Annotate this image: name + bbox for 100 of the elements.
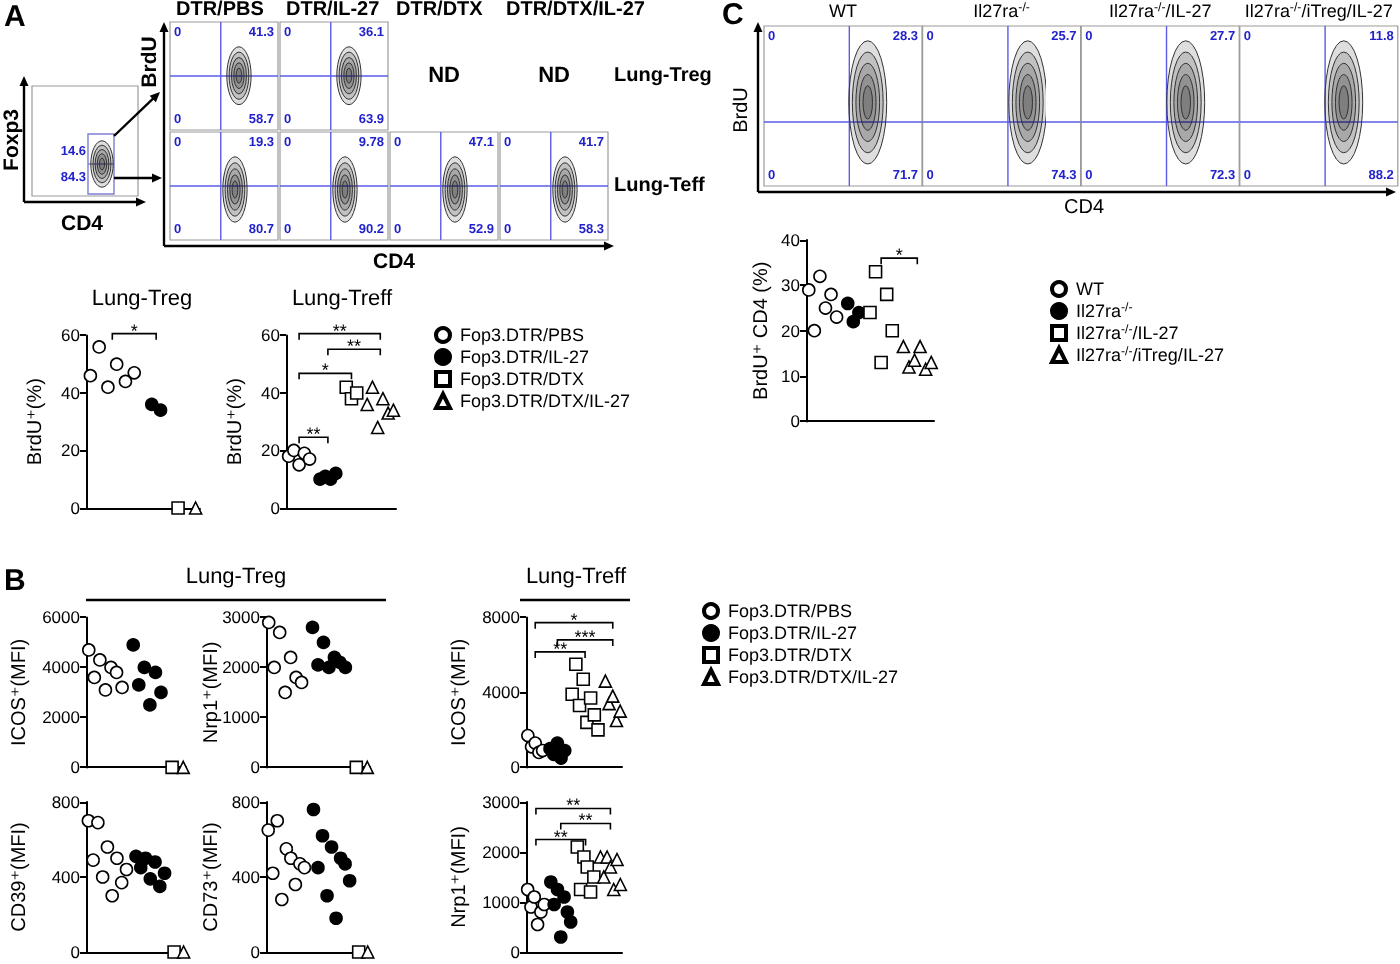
point <box>342 873 357 888</box>
y-axis-title: CD39⁺(MFI) <box>9 822 31 932</box>
point <box>93 653 107 667</box>
y-tick-label: 0 <box>510 942 521 962</box>
point <box>188 501 203 515</box>
text: Foxp3 <box>0 108 24 171</box>
point <box>131 678 146 692</box>
point <box>284 851 298 866</box>
point <box>157 866 172 881</box>
point <box>598 674 613 688</box>
point <box>118 374 133 389</box>
point <box>349 386 364 400</box>
point <box>110 851 124 866</box>
annotation: ** <box>553 826 569 847</box>
annotation: * <box>570 609 579 630</box>
point <box>879 287 894 302</box>
y-tick-label: 0 <box>70 498 81 518</box>
category-label: DTR/PBS <box>176 0 265 21</box>
point <box>563 915 578 929</box>
point <box>587 870 601 884</box>
point <box>109 665 124 680</box>
y-tick-label: 60 <box>61 325 81 346</box>
y-tick-label: 6000 <box>42 607 81 628</box>
y-axis-title: Nrp1⁺(MFI) <box>201 641 223 744</box>
annotation: * <box>321 360 330 381</box>
point <box>265 866 280 881</box>
point <box>153 879 167 894</box>
y-tick-label: 400 <box>231 867 261 887</box>
y-tick-label: 0 <box>790 411 801 432</box>
point <box>360 760 375 775</box>
point <box>813 269 827 284</box>
point <box>109 357 124 371</box>
point <box>176 760 191 775</box>
point <box>376 391 390 406</box>
y-tick-label: 400 <box>51 867 81 887</box>
y-tick-label: 4000 <box>482 682 521 703</box>
point <box>311 658 325 672</box>
annotation: ** <box>306 424 322 445</box>
point <box>547 897 561 912</box>
point <box>302 452 317 466</box>
text: BrdU <box>731 87 753 133</box>
point <box>148 855 162 869</box>
point <box>553 930 568 944</box>
point <box>154 685 168 700</box>
y-axis-title: BrdU⁺(%) <box>225 378 247 466</box>
text: ND <box>538 64 570 88</box>
point <box>550 736 565 750</box>
y-tick-label: 1000 <box>222 707 261 728</box>
point <box>386 403 401 417</box>
point <box>87 670 102 685</box>
point <box>294 675 309 690</box>
point <box>315 828 330 843</box>
point <box>92 340 106 354</box>
point <box>176 945 191 959</box>
point <box>119 862 134 877</box>
annotation: ** <box>332 320 348 341</box>
y-tick-label: 3000 <box>482 792 521 812</box>
y-tick-label: 4000 <box>42 657 81 678</box>
y-tick-label: 0 <box>250 757 261 778</box>
y-axis-title: CD73⁺(MFI) <box>201 822 223 932</box>
point <box>565 687 579 702</box>
point <box>924 355 939 370</box>
text: B <box>4 564 26 598</box>
y-tick-label: 40 <box>781 230 801 250</box>
point <box>261 823 276 837</box>
chart-title: Lung-Treff <box>291 287 395 311</box>
y-tick-label: 0 <box>70 757 81 778</box>
point <box>591 723 605 737</box>
point <box>288 877 303 892</box>
point <box>311 860 325 875</box>
legend-label: Fop3.DTR/DTX <box>728 645 853 665</box>
annotation: * <box>130 320 139 341</box>
point <box>126 638 141 652</box>
point <box>261 615 276 630</box>
category-label: DTR/IL-27 <box>286 0 381 21</box>
point <box>278 685 292 700</box>
point <box>807 323 822 338</box>
point <box>115 680 129 695</box>
y-tick-label: 2000 <box>42 707 81 728</box>
y-tick-label: 0 <box>510 757 521 778</box>
text: A <box>4 0 26 34</box>
point <box>272 625 287 640</box>
text: CD4 <box>1063 197 1105 219</box>
point <box>100 840 115 854</box>
point <box>863 305 877 320</box>
point <box>292 458 306 472</box>
point <box>801 283 816 297</box>
y-tick-label: 3000 <box>222 607 261 628</box>
point <box>605 689 620 703</box>
point <box>328 466 343 481</box>
y-tick-label: 0 <box>70 942 81 962</box>
point <box>114 875 129 890</box>
text: Lung-Treg <box>185 565 287 589</box>
point <box>338 660 353 675</box>
y-tick-label: 40 <box>261 382 281 403</box>
point <box>105 888 119 903</box>
point <box>167 945 181 959</box>
text: CD4 <box>372 250 416 274</box>
point <box>360 397 374 412</box>
point <box>165 760 179 775</box>
